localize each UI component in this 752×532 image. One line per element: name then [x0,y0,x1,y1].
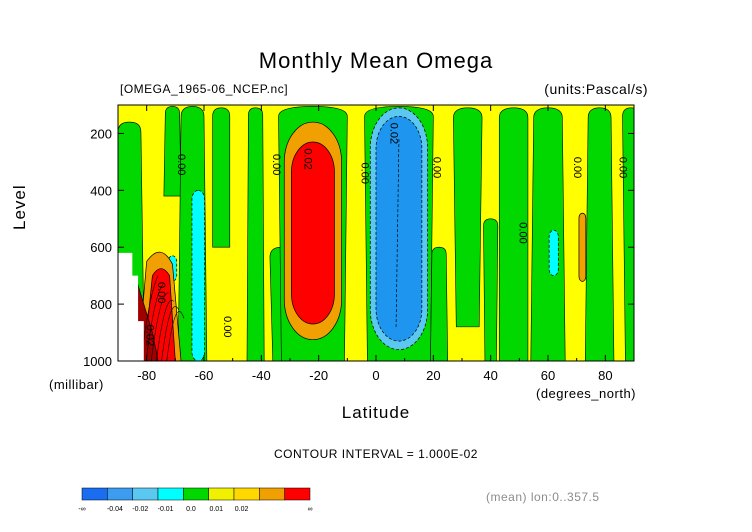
colorbar-swatch-5 [208,487,235,501]
colorbar-label-4: 0.0 [186,506,196,513]
x-tick-label-5: 20 [426,368,440,383]
colorbar-swatch-1 [107,487,133,501]
y-tick-label-0: 200 [90,126,112,141]
colorbar-swatch-8 [284,487,311,501]
colorbar-swatch-6 [233,487,260,501]
negative-omega-column-9 [453,107,483,328]
contour-label-11: 0.02 [144,325,156,346]
descent-orange-72n-contour [578,212,587,282]
descent-max-red-contour [291,141,335,325]
x-tick-label-3: -20 [309,368,328,383]
contour-label-6: 0.00 [516,222,528,243]
contour-fill-group: 0.00 0.00 0.02 0.00 0.02 0.00 0.00 0.00 0.00 0.00… [118,105,634,361]
contour-label-8: 0.00 [617,157,629,178]
y-unit-label: (millibar) [49,377,104,392]
colorbar-label-1: -0.04 [107,506,123,513]
colorbar-label-7: ∞ [308,506,313,513]
x-axis-label: Latitude [341,403,411,422]
colorbar-swatch-2 [132,487,159,501]
contour-label-7: 0.00 [571,157,583,178]
negative-omega-column-12 [530,107,566,361]
x-unit-label: (degrees_north) [536,386,636,401]
chart-title: Monthly Mean Omega [258,48,494,73]
contour-label-10: 0.00 [155,282,167,303]
negative-omega-column-14 [622,107,634,361]
colorbar-label-3: -0.01 [158,506,174,513]
contour-label-5: 0.00 [430,157,442,178]
x-tick-label-6: 40 [483,368,497,383]
negative-omega-column-4 [246,107,265,361]
negative-omega-column-1 [163,106,182,197]
x-tick-label-2: -40 [252,368,271,383]
file-label: [OMEGA_1965-06_NCEP.nc] [120,82,289,96]
contour-label-2: 0.02 [301,148,313,169]
colorbar-swatch-3 [157,487,184,501]
antarctic-contour-line-2 [150,292,169,361]
contour-interval-text: CONTOUR INTERVAL = 1.000E-02 [274,447,478,461]
ascent-inner-dashed-contour [395,139,400,327]
x-tick-label-7: 60 [541,368,555,383]
y-tick-label-3: 800 [90,297,112,312]
x-tick-label-1: -60 [195,368,214,383]
negative-omega-column-11 [498,107,529,361]
contour-label-4: 0.02 [387,123,399,144]
antarctic-contour-line-4 [161,306,180,361]
negative-omega-column-13 [584,107,615,361]
y-axis-label: Level [10,184,29,230]
colorbar-swatch-7 [259,487,285,501]
y-tick-label-2: 600 [90,240,112,255]
contour-label-1: 0.00 [270,154,282,175]
missing-data-region [118,252,144,361]
units-label: (units:Pascal/s) [544,81,648,97]
x-tick-label-4: 0 [372,368,379,383]
antarctic-contour-line-5 [166,311,185,361]
ascent-cyan-62n-contour [548,229,559,277]
ascent-inner-blue-contour [375,116,423,342]
negative-omega-column-10 [483,218,499,361]
x-tick-label-0: -80 [137,368,156,383]
x-tick-label-8: 80 [598,368,612,383]
ascent-cyan-minus60-contour [191,189,205,361]
y-tick-label-4: 1000 [83,354,112,369]
colorbar-swatch-0 [81,487,108,501]
colorbar-label-5: 0.01 [209,506,223,513]
colorbar-label-0: -∞ [78,506,85,513]
contour-label-9: 0.00 [221,316,233,337]
antarctic-contour-line-1 [145,283,164,361]
contour-label-3: 0.00 [359,163,371,184]
negative-omega-column-3 [212,107,231,248]
y-tick-label-1: 400 [90,183,112,198]
colorbar-label-6: 0.02 [235,506,249,513]
negative-omega-column-8 [430,246,448,361]
mean-lon-text: (mean) lon:0..357.5 [486,490,600,504]
colorbar-swatch-4 [183,487,209,501]
colorbar-label-2: -0.02 [132,506,148,513]
antarctic-contour-line-3 [156,300,174,361]
contour-label-0: 0.00 [175,154,187,175]
